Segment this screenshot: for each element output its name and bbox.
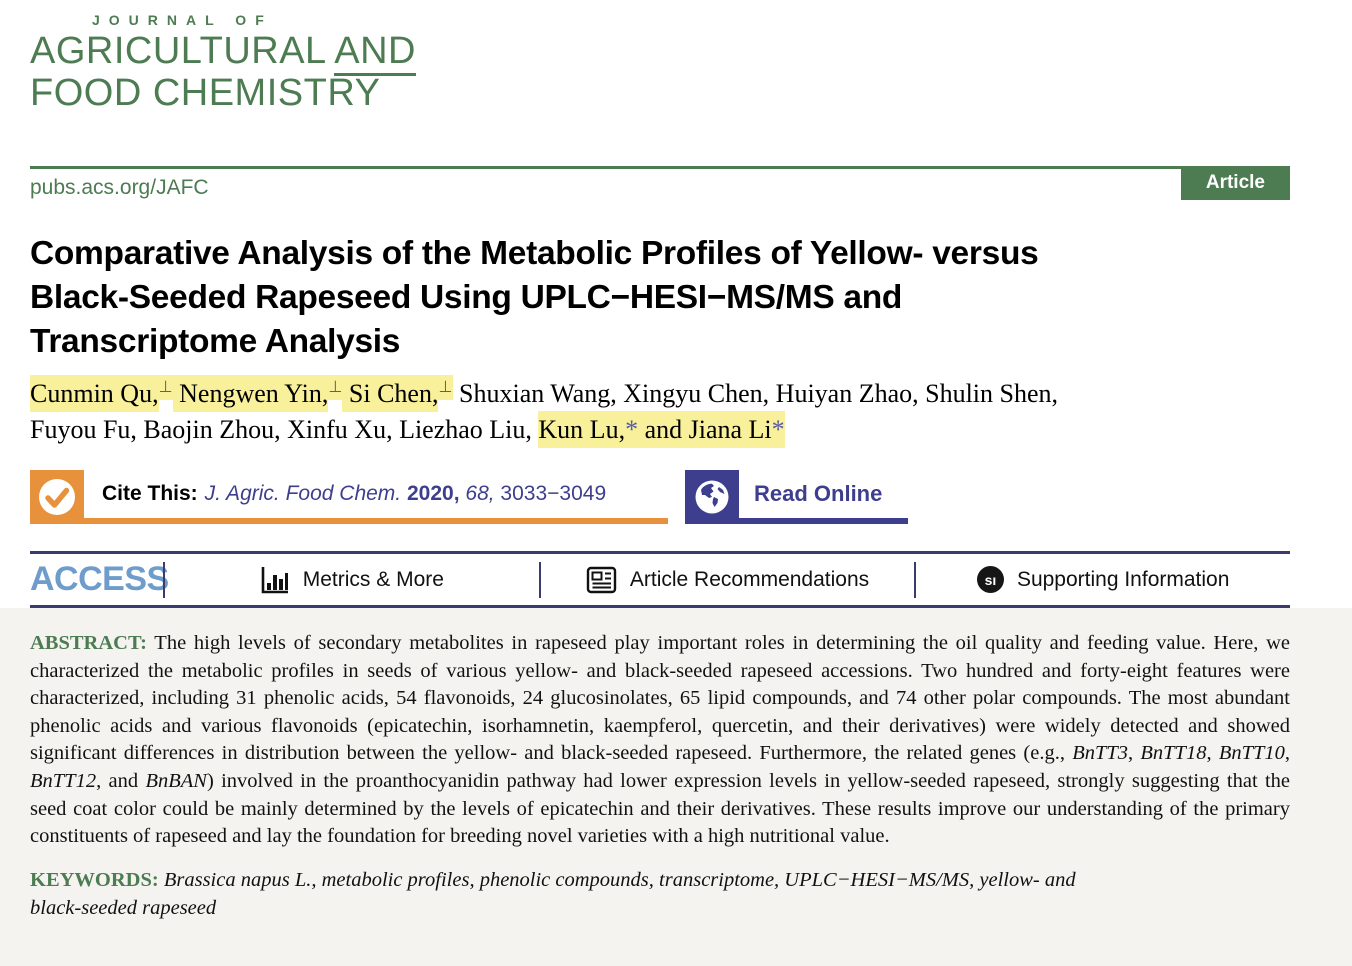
journal-name-and: AND	[334, 30, 416, 76]
access-bar: ACCESS Metrics & More Article Recomm	[30, 551, 1290, 608]
abstract-label: ABSTRACT:	[30, 632, 147, 654]
abstract-paragraph: ABSTRACT: The high levels of secondary m…	[30, 630, 1290, 851]
author-list: Cunmin Qu,⊥ Nengwen Yin,⊥ Si Chen,⊥ Shux…	[0, 375, 1352, 448]
paper-title-line-1: Comparative Analysis of the Metabolic Pr…	[30, 235, 1039, 272]
read-online-label: Read Online	[754, 481, 883, 506]
access-link[interactable]: ACCESS	[30, 560, 169, 598]
journal-logo: JOURNAL OF AGRICULTURAL AND FOOD CHEMIST…	[0, 0, 1352, 114]
newspaper-icon	[586, 566, 617, 593]
article-type-badge: Article	[1180, 169, 1290, 200]
si-icon: sı	[976, 566, 1004, 593]
cite-bar: Cite This: J. Agric. Food Chem. 2020, 68…	[0, 470, 1352, 524]
article-recommendations-link[interactable]: Article Recommendations	[541, 566, 915, 594]
metrics-and-more-label: Metrics & More	[302, 567, 444, 591]
bar-chart-icon	[261, 566, 288, 593]
keywords-text: Brassica napus L., metabolic profiles, p…	[30, 868, 1076, 919]
cite-this-label: Cite This:	[102, 482, 198, 505]
abstract-section: ABSTRACT: The high levels of secondary m…	[0, 608, 1352, 966]
citation-reference: J. Agric. Food Chem. 2020, 68, 3033−3049	[204, 482, 607, 505]
paper-title-line-2: Black-Seeded Rapeseed Using UPLC−HESI−MS…	[30, 279, 903, 316]
globe-icon	[685, 470, 739, 524]
keywords-paragraph: KEYWORDS: Brassica napus L., metabolic p…	[30, 866, 1125, 922]
pubs-rule-row: pubs.acs.org/JAFC Article	[30, 166, 1290, 200]
paper-title: Comparative Analysis of the Metabolic Pr…	[0, 232, 1352, 364]
supporting-information-link[interactable]: sı Supporting Information	[916, 566, 1290, 593]
journal-name-agricultural: AGRICULTURAL	[30, 30, 335, 72]
keywords-label: KEYWORDS:	[30, 868, 159, 891]
cite-this-button[interactable]: Cite This: J. Agric. Food Chem. 2020, 68…	[30, 470, 668, 524]
abstract-text: The high levels of secondary metabolites…	[30, 632, 1291, 848]
journal-name-top: JOURNAL OF	[92, 12, 273, 28]
journal-name-bottom: FOOD CHEMISTRY	[30, 72, 381, 114]
divider	[914, 561, 917, 598]
citation-text-wrap: Cite This: J. Agric. Food Chem. 2020, 68…	[84, 470, 668, 524]
journal-url-link[interactable]: pubs.acs.org/JAFC	[30, 176, 209, 199]
article-recommendations-label: Article Recommendations	[629, 567, 870, 591]
paper-title-line-3: Transcriptome Analysis	[30, 323, 401, 360]
metrics-and-more-link[interactable]: Metrics & More	[165, 565, 539, 595]
supporting-information-label: Supporting Information	[1016, 567, 1230, 591]
read-online-button[interactable]: Read Online	[685, 470, 909, 524]
check-icon	[30, 470, 84, 524]
divider	[163, 561, 165, 598]
journal-name-middle: AGRICULTURAL AND	[30, 30, 1290, 76]
divider	[538, 561, 541, 598]
read-online-label-wrap: Read Online	[739, 470, 909, 524]
